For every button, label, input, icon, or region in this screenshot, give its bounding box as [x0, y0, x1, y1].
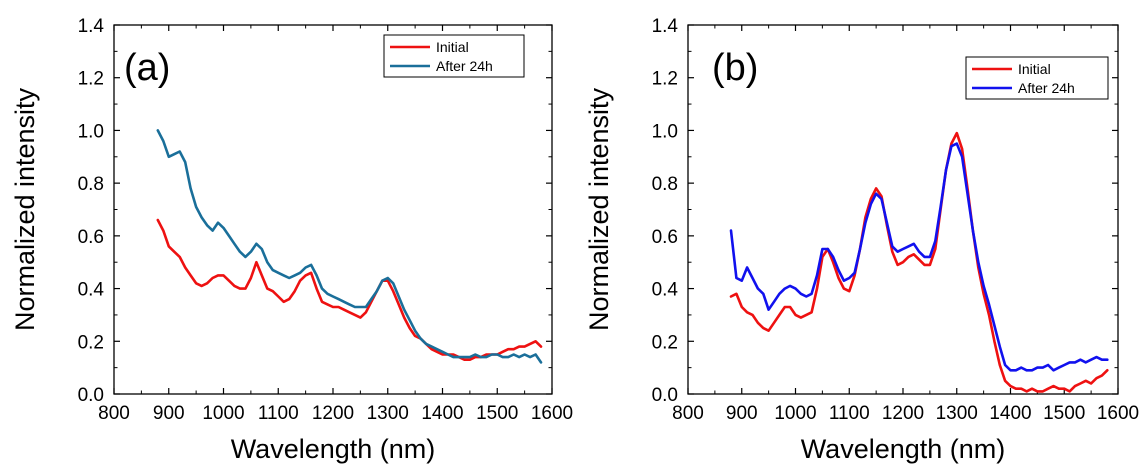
x-tick-label: 1100 — [258, 403, 299, 424]
x-tick-label: 1200 — [312, 403, 354, 424]
series-line-initial — [729, 131, 1109, 393]
panel-label: (b) — [712, 47, 758, 89]
legend: Initial After 24h — [965, 56, 1109, 100]
x-tick-label: 1300 — [936, 403, 978, 424]
legend-label: Initial — [436, 39, 469, 55]
legend-label: Initial — [1018, 61, 1051, 77]
x-tick-label: 900 — [153, 403, 185, 424]
legend-box — [383, 34, 525, 78]
legend: Initial After 24h — [383, 34, 525, 78]
x-tick-label: 1100 — [829, 403, 870, 424]
x-tick-label: 900 — [726, 403, 758, 424]
y-tick-label: 0.4 — [652, 280, 679, 301]
y-tick-label: 0.2 — [652, 332, 678, 353]
y-tick-label: 0.6 — [78, 227, 104, 248]
x-tick-label: 1400 — [421, 403, 463, 424]
y-axis-title: Normalized intensity — [10, 87, 40, 331]
y-tick-label: 0.2 — [78, 332, 104, 353]
x-tick-label: 800 — [98, 403, 130, 424]
y-tick-label: 0.8 — [652, 174, 678, 195]
x-tick-label: 1000 — [202, 403, 244, 424]
plot-frame — [113, 24, 553, 395]
x-tick-label: 1200 — [882, 403, 924, 424]
y-tick-label: 0.6 — [652, 227, 678, 248]
y-tick-label: 1.4 — [78, 16, 105, 37]
y-tick-label: 0.0 — [652, 385, 678, 406]
panel-label: (a) — [124, 47, 170, 89]
y-tick-label: 1.0 — [652, 121, 678, 142]
chart-panel-a: 800 900 1000 1100 1200 1300 1400 1500 1600 0.0 0.2… — [10, 16, 573, 464]
series-line-after-24h — [729, 142, 1109, 372]
x-tick-label: 1600 — [1097, 403, 1139, 424]
y-tick-label: 1.2 — [652, 69, 678, 90]
x-axis-title: Wavelength (nm) — [231, 434, 436, 464]
x-tick-label: 1000 — [774, 403, 816, 424]
legend-label: After 24h — [436, 58, 493, 74]
y-axis-title: Normalized intensity — [584, 87, 614, 331]
x-tick-label: 1300 — [367, 403, 409, 424]
x-tick-label: 800 — [672, 403, 704, 424]
y-tick-label: 0.4 — [78, 280, 105, 301]
x-tick-label: 1500 — [476, 403, 518, 424]
series-line-after-24h — [156, 129, 543, 364]
chart-panel-b: 800 900 1000 1100 1200 1300 1400 1500 1600 0.0 0.2… — [584, 16, 1139, 464]
legend-box — [965, 56, 1109, 100]
x-tick-label: 1500 — [1043, 403, 1085, 424]
y-tick-label: 1.0 — [78, 121, 104, 142]
series-line-initial — [156, 218, 543, 362]
y-tick-label: 0.8 — [78, 174, 104, 195]
x-axis-title: Wavelength (nm) — [801, 434, 1006, 464]
y-tick-label: 0.0 — [78, 385, 104, 406]
y-tick-label: 1.4 — [652, 16, 679, 37]
legend-label: After 24h — [1018, 80, 1075, 96]
y-tick-label: 1.2 — [78, 69, 104, 90]
x-tick-label: 1400 — [989, 403, 1031, 424]
x-tick-label: 1600 — [531, 403, 573, 424]
